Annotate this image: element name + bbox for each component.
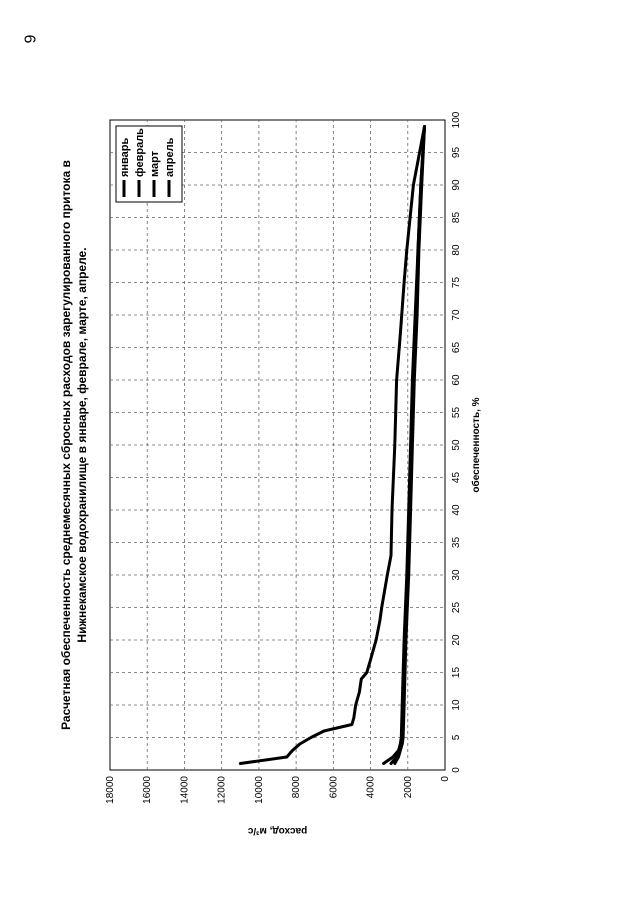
x-tick-label: 55 xyxy=(451,407,462,419)
y-tick-label: 14000 xyxy=(179,776,190,804)
x-tick-label: 50 xyxy=(451,439,462,451)
x-tick-label: 80 xyxy=(451,244,462,256)
x-tick-label: 85 xyxy=(451,212,462,224)
legend-box xyxy=(115,125,183,203)
legend-label: март xyxy=(149,150,161,177)
y-tick-label: 16000 xyxy=(142,776,153,804)
x-tick-label: 0 xyxy=(451,767,462,773)
y-tick-label: 4000 xyxy=(366,776,377,799)
rotated-chart-group: 0 5 10 15 20 25 30 35 40 45 50 55 60 65 70 75 80 85 90 95 10… xyxy=(59,111,482,836)
legend-label: январь xyxy=(119,137,131,177)
y-tick-label: 10000 xyxy=(254,776,265,804)
x-tick-label: 30 xyxy=(451,569,462,581)
x-tick-label: 45 xyxy=(451,472,462,484)
y-tick-label: 2000 xyxy=(403,776,414,799)
vertical-gridlines xyxy=(110,152,445,738)
y-tick-labels: 0 2000 4000 6000 8000 10000 12000 14000 16000 180… xyxy=(105,776,451,804)
x-tick-label: 95 xyxy=(451,147,462,159)
x-tick-label: 25 xyxy=(451,602,462,614)
x-tick-label: 70 xyxy=(451,309,462,321)
y-axis-title: расход, м³/с xyxy=(247,825,307,836)
series-lines xyxy=(238,125,426,765)
y-tick-label: 6000 xyxy=(328,776,339,799)
x-tick-label: 5 xyxy=(451,734,462,740)
x-tick-label: 75 xyxy=(451,277,462,289)
x-tick-label: 90 xyxy=(451,179,462,191)
legend-label: февраль xyxy=(134,128,146,177)
y-tick-label: 18000 xyxy=(105,776,116,804)
x-tick-label: 60 xyxy=(451,374,462,386)
x-tick-labels: 0 5 10 15 20 25 30 35 40 45 50 55 60 65 70 75 80 85 90 95 10… xyxy=(451,111,462,773)
chart-title-line-2: Нижнекамское водохранилище в январе, фев… xyxy=(75,247,89,642)
legend-label: апрель xyxy=(164,137,176,177)
y-tick-label: 12000 xyxy=(217,776,228,804)
legend: январь февраль март апрель xyxy=(115,125,183,203)
x-tick-label: 10 xyxy=(451,699,462,711)
series-line-апрель xyxy=(393,125,426,765)
x-tick-label: 65 xyxy=(451,342,462,354)
x-tick-label: 40 xyxy=(451,504,462,516)
x-tick-label: 35 xyxy=(451,537,462,549)
chart-title-line-1: Расчетная обеспеченность среднемесячных … xyxy=(59,160,73,730)
y-tick-label: 8000 xyxy=(291,776,302,799)
x-tick-label: 20 xyxy=(451,634,462,646)
series-line-январь xyxy=(238,125,426,765)
x-tick-label: 100 xyxy=(451,111,462,128)
y-tick-label: 0 xyxy=(440,776,451,782)
x-axis-title: обеспеченность, % xyxy=(470,397,482,492)
x-tick-label: 15 xyxy=(451,667,462,679)
